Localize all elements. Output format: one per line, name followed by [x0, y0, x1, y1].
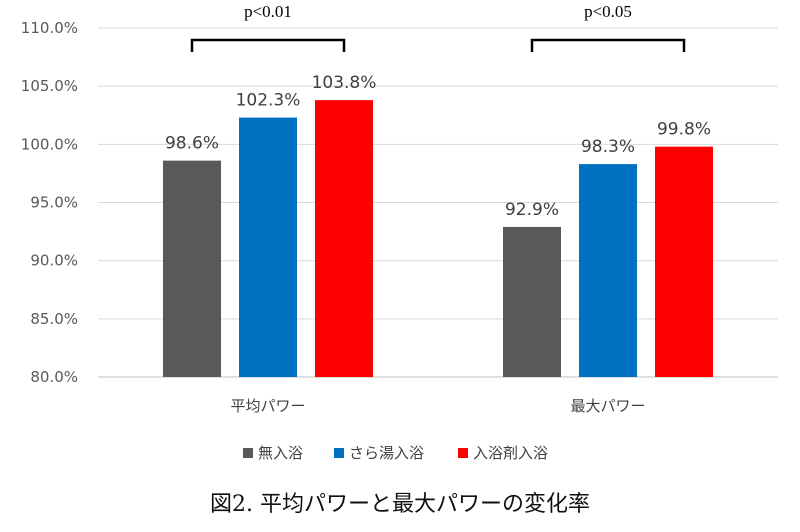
- data-label: 98.3%: [581, 137, 635, 157]
- y-tick-label: 80.0%: [30, 368, 78, 386]
- figure-caption: 図2. 平均パワーと最大パワーの変化率: [210, 492, 590, 517]
- legend: 無入浴 さら湯入浴 入浴剤入浴: [243, 444, 548, 462]
- x-tick-label: 最大パワー: [570, 397, 645, 415]
- data-label: 99.8%: [657, 120, 711, 140]
- legend-swatch: [243, 448, 253, 458]
- y-tick-label: 105.0%: [21, 77, 78, 95]
- significance-brackets: p<0.01 p<0.05: [190, 2, 686, 52]
- bar: [315, 100, 373, 378]
- legend-label: さら湯入浴: [349, 444, 424, 462]
- bar: [579, 164, 637, 377]
- data-label: 92.9%: [505, 200, 559, 220]
- data-label: 98.6%: [165, 134, 219, 154]
- significance-bracket: [530, 38, 686, 52]
- bar: [655, 146, 713, 377]
- legend-swatch: [458, 448, 468, 458]
- y-tick-label: 95.0%: [30, 194, 78, 212]
- significance-bracket: [190, 38, 346, 52]
- y-axis: 80.0% 85.0% 90.0% 95.0% 100.0% 105.0% 110.0%: [21, 19, 78, 386]
- legend-label: 無入浴: [258, 444, 303, 462]
- data-label: 103.8%: [312, 73, 377, 93]
- bar: [163, 160, 221, 377]
- legend-swatch: [334, 448, 344, 458]
- bar: [239, 117, 297, 378]
- y-tick-label: 85.0%: [30, 310, 78, 328]
- bar: [503, 226, 561, 377]
- x-tick-label: 平均パワー: [230, 397, 305, 415]
- y-tick-label: 90.0%: [30, 252, 78, 270]
- significance-label: p<0.01: [244, 2, 292, 21]
- y-tick-label: 100.0%: [21, 135, 78, 153]
- data-label: 102.3%: [236, 91, 301, 111]
- bar-chart: 80.0% 85.0% 90.0% 95.0% 100.0% 105.0% 110.0% 9…: [21, 2, 778, 462]
- x-axis: 平均パワー 最大パワー: [230, 397, 645, 415]
- significance-label: p<0.05: [584, 2, 632, 21]
- bars: [163, 100, 713, 378]
- data-labels: 98.6% 92.9% 102.3% 98.3% 103.8% 99.8%: [165, 73, 711, 220]
- legend-label: 入浴剤入浴: [473, 444, 548, 462]
- y-tick-label: 110.0%: [21, 19, 78, 37]
